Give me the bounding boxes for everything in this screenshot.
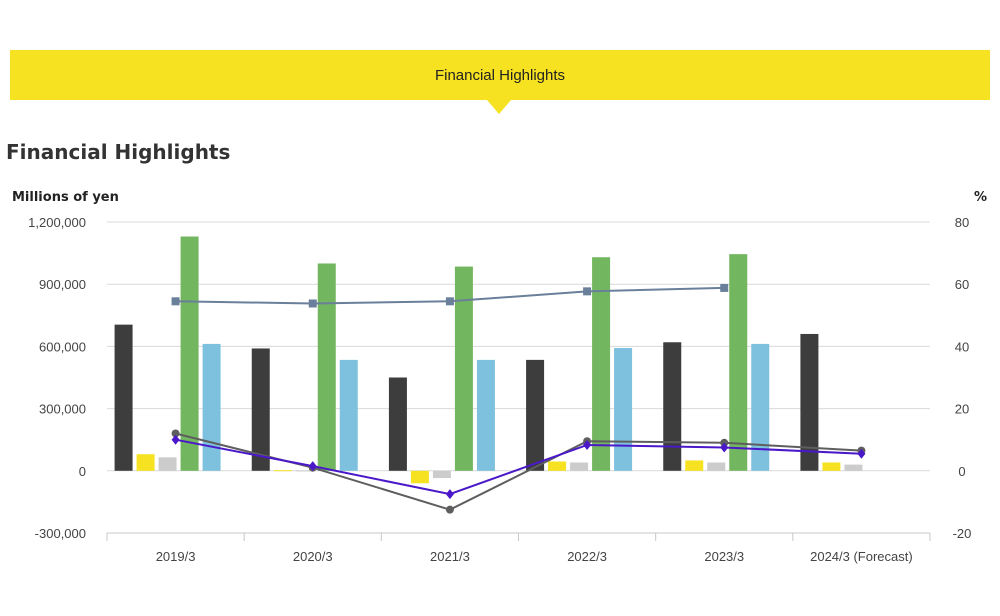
section-title: Financial Highlights bbox=[6, 140, 231, 164]
bar bbox=[202, 343, 221, 471]
bar bbox=[570, 462, 589, 471]
line-point bbox=[445, 297, 454, 306]
right-tick-label: 80 bbox=[955, 215, 969, 230]
right-tick-label: 60 bbox=[955, 277, 969, 292]
bar bbox=[707, 462, 726, 471]
bar bbox=[454, 266, 473, 471]
x-tick-label: 2020/3 bbox=[293, 549, 333, 564]
bar bbox=[136, 454, 155, 471]
line-point bbox=[720, 283, 729, 292]
bar bbox=[273, 470, 292, 472]
bar bbox=[685, 460, 704, 471]
bar bbox=[526, 359, 545, 471]
bar bbox=[180, 236, 199, 471]
right-tick-label: -20 bbox=[953, 526, 972, 541]
line-point bbox=[445, 505, 454, 514]
bar bbox=[800, 333, 819, 471]
line-point bbox=[583, 439, 592, 450]
series-line bbox=[175, 432, 862, 511]
line-point bbox=[171, 297, 180, 306]
bar bbox=[158, 457, 177, 471]
left-tick-label: -300,000 bbox=[35, 526, 86, 541]
bar bbox=[339, 359, 358, 471]
bar bbox=[729, 254, 748, 471]
bar bbox=[410, 470, 429, 484]
line-point bbox=[445, 489, 454, 500]
line-point bbox=[171, 429, 180, 438]
right-tick-label: 20 bbox=[955, 402, 969, 417]
line-point bbox=[583, 287, 592, 296]
line-point bbox=[308, 299, 317, 308]
series-line bbox=[175, 438, 862, 496]
right-tick-label: 40 bbox=[955, 339, 969, 354]
highlights-tab-banner[interactable]: Financial Highlights bbox=[10, 50, 990, 100]
bar bbox=[592, 257, 611, 471]
x-tick-label: 2021/3 bbox=[430, 549, 470, 564]
left-axis-label: Millions of yen bbox=[12, 190, 119, 205]
left-tick-label: 300,000 bbox=[39, 402, 86, 417]
x-tick-label: 2019/3 bbox=[156, 549, 196, 564]
bar bbox=[251, 348, 270, 471]
bar bbox=[663, 342, 682, 471]
x-tick-label: 2024/3 (Forecast) bbox=[810, 549, 913, 564]
bar bbox=[844, 464, 863, 471]
bar bbox=[822, 462, 841, 471]
right-axis-label: % bbox=[974, 190, 988, 205]
bar bbox=[114, 324, 133, 471]
left-tick-label: 0 bbox=[79, 464, 86, 479]
bar bbox=[751, 343, 770, 471]
line-point bbox=[308, 461, 317, 472]
line-point bbox=[720, 442, 729, 453]
bar bbox=[614, 348, 633, 471]
banner-pointer-arrow bbox=[487, 100, 511, 114]
right-tick-label: 0 bbox=[958, 464, 965, 479]
left-tick-label: 900,000 bbox=[39, 277, 86, 292]
x-tick-label: 2023/3 bbox=[704, 549, 744, 564]
bar bbox=[388, 377, 407, 471]
line-point bbox=[857, 448, 866, 459]
left-tick-label: 1,200,000 bbox=[28, 215, 86, 230]
left-tick-label: 600,000 bbox=[39, 339, 86, 354]
bar bbox=[476, 359, 495, 471]
line-point bbox=[171, 434, 180, 445]
bar bbox=[548, 461, 567, 471]
x-tick-label: 2022/3 bbox=[567, 549, 607, 564]
bar bbox=[317, 263, 336, 471]
bar bbox=[432, 470, 451, 479]
bar bbox=[295, 470, 314, 472]
banner-title: Financial Highlights bbox=[434, 67, 566, 84]
